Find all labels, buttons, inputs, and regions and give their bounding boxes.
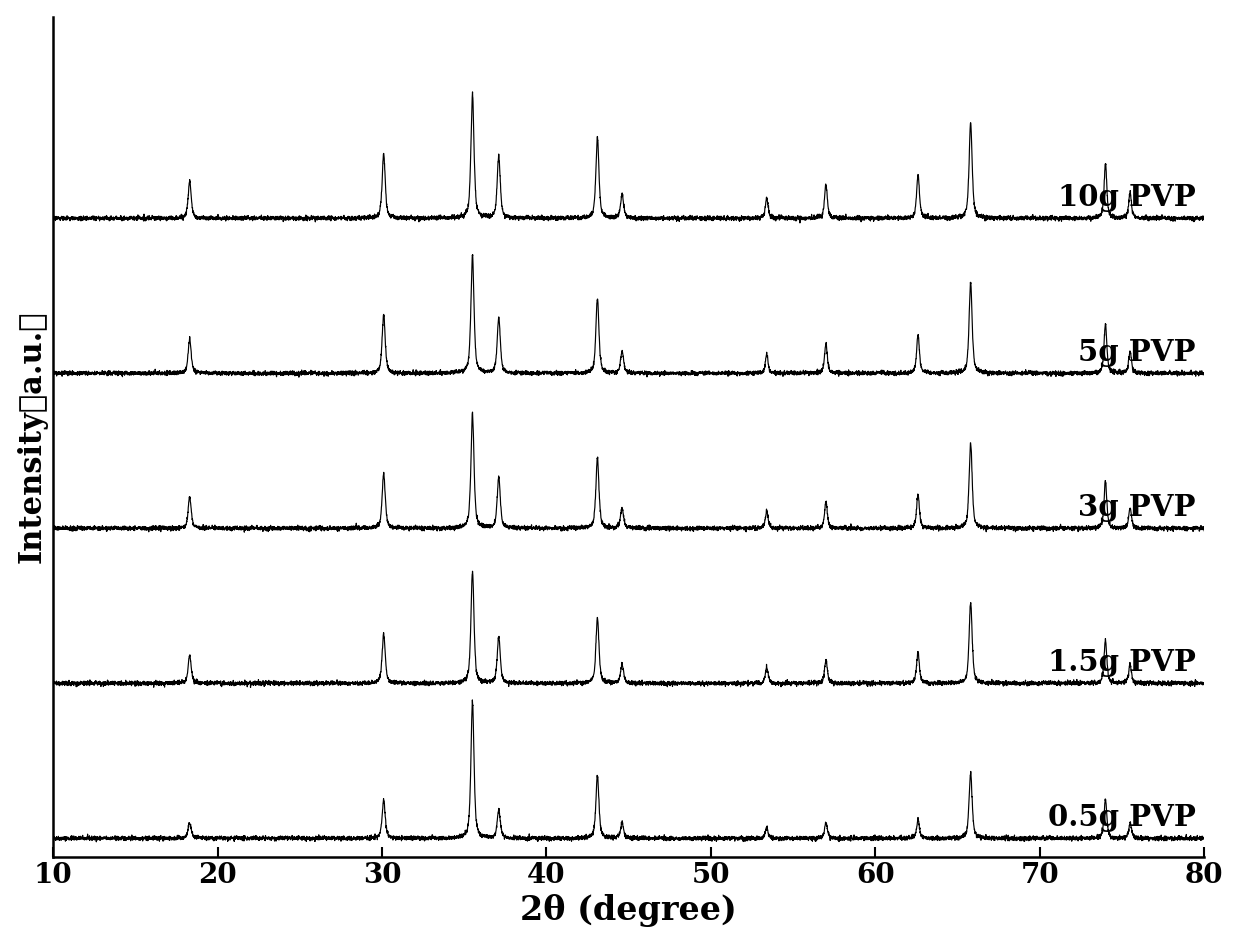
Text: 10g PVP: 10g PVP	[1058, 183, 1195, 212]
Text: 1.5g PVP: 1.5g PVP	[1048, 649, 1195, 677]
X-axis label: 2θ (degree): 2θ (degree)	[521, 894, 737, 927]
Y-axis label: Intensity（a.u.）: Intensity（a.u.）	[16, 311, 47, 563]
Text: 0.5g PVP: 0.5g PVP	[1048, 803, 1195, 832]
Text: 5g PVP: 5g PVP	[1079, 338, 1195, 367]
Text: 3g PVP: 3g PVP	[1079, 493, 1195, 522]
